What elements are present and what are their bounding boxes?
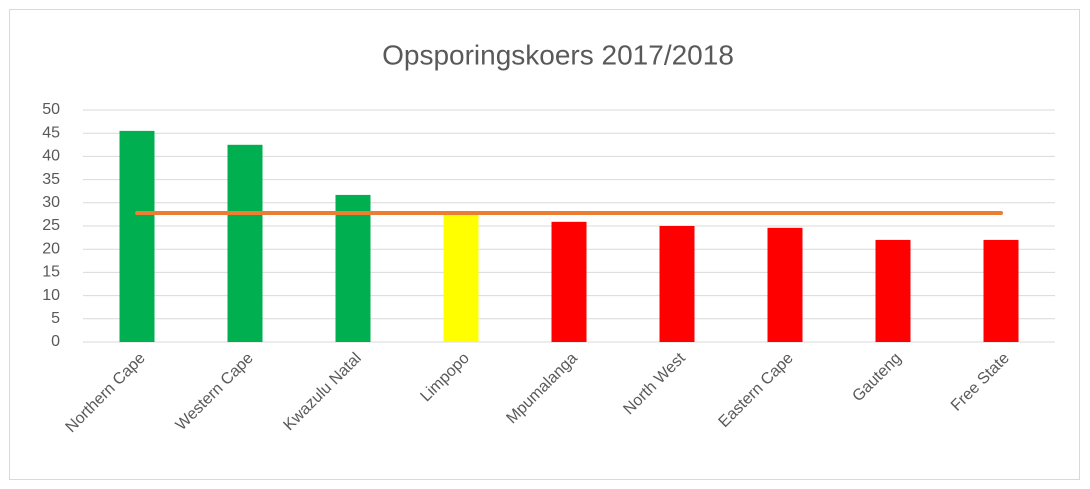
y-tick-label: 15 <box>42 264 60 281</box>
y-tick-label: 40 <box>42 148 60 165</box>
y-tick-label: 30 <box>42 194 60 211</box>
bar <box>335 194 371 342</box>
y-tick-label: 25 <box>42 217 60 234</box>
bar <box>983 239 1019 342</box>
bar <box>551 221 587 342</box>
bar <box>659 226 695 342</box>
y-tick-label: 45 <box>42 124 60 141</box>
y-tick-label: 0 <box>51 333 60 350</box>
bar <box>875 239 911 342</box>
bar <box>767 227 803 342</box>
bar <box>119 130 155 342</box>
y-tick-label: 50 <box>42 101 60 118</box>
y-tick-label: 35 <box>42 171 60 188</box>
bar <box>227 144 263 342</box>
y-tick-label: 20 <box>42 240 60 257</box>
y-tick-label: 5 <box>51 310 60 327</box>
y-tick-label: 10 <box>42 287 60 304</box>
chart-title: Opsporingskoers 2017/2018 <box>382 39 734 70</box>
chart-border <box>9 9 1080 480</box>
bar <box>443 213 479 342</box>
